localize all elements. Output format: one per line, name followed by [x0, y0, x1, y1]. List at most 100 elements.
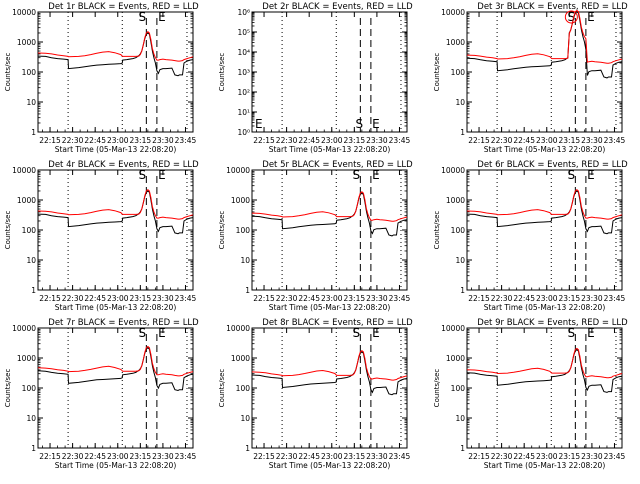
x-tick-label: 23:30: [366, 452, 388, 461]
panel-6: Det 6r BLACK = Events, RED = LLD 1 10 100 10…: [433, 160, 628, 312]
y-tick-label: 1000: [17, 196, 36, 205]
panel-9: Det 9r BLACK = Events, RED = LLD 1 10 100 10…: [433, 318, 628, 470]
x-tick-label: 23:00: [107, 136, 129, 145]
end-marker: E: [587, 326, 595, 340]
panel-title: Det 3r BLACK = Events, RED = LLD: [477, 2, 628, 12]
y-axis-label: Counts/sec: [433, 53, 441, 92]
x-tick-label: 22:30: [491, 136, 513, 145]
series-lld-line: [251, 191, 408, 222]
panel-4: Det 4r BLACK = Events, RED = LLD 1 10 100 10…: [4, 160, 199, 312]
x-axis-label: Start Time (05-Mar-13 22:08:20): [269, 303, 391, 312]
y-tick-label: 100: [451, 68, 466, 77]
end-marker-left: E: [255, 117, 263, 131]
x-tick-label: 23:30: [581, 136, 603, 145]
y-tick-label: 10⁵: [237, 28, 250, 37]
x-tick-label: 23:00: [536, 136, 558, 145]
y-tick-label: 100: [22, 68, 37, 77]
y-tick-label: 1: [31, 128, 36, 137]
x-tick-label: 22:15: [39, 136, 61, 145]
x-tick-label: 22:15: [253, 136, 275, 145]
panel-title: Det 8r BLACK = Events, RED = LLD: [262, 318, 413, 328]
start-marker: S: [353, 326, 361, 340]
y-axis-label: Counts/sec: [218, 53, 226, 92]
plot-frame: [466, 169, 623, 291]
x-tick-label: 23:15: [344, 452, 366, 461]
series-lld-line: [251, 349, 408, 381]
plot-frame: [251, 327, 408, 449]
y-tick-label: 100: [451, 384, 466, 393]
panel-2: Det 2r BLACK = Events, RED = LLD 10⁰ 10¹ 10…: [218, 2, 413, 154]
y-tick-label: 1: [460, 128, 465, 137]
y-tick-label: 10¹: [237, 108, 250, 117]
x-tick-label: 23:45: [604, 136, 626, 145]
series-events-line: [37, 190, 194, 235]
y-axis-label: Counts/sec: [4, 369, 12, 408]
x-tick-label: 23:00: [321, 136, 343, 145]
x-tick-label: 23:45: [175, 294, 197, 303]
x-tick-label: 23:45: [389, 136, 411, 145]
y-tick-label: 10000: [441, 8, 465, 17]
y-tick-label: 10: [26, 98, 36, 107]
y-tick-label: 10⁰: [237, 128, 250, 137]
y-tick-label: 1: [460, 286, 465, 295]
y-tick-label: 10: [26, 256, 36, 265]
x-tick-label: 23:30: [152, 294, 174, 303]
y-tick-label: 100: [236, 384, 251, 393]
x-axis-label: Start Time (05-Mar-13 22:08:20): [484, 145, 606, 154]
y-tick-label: 1000: [231, 196, 250, 205]
y-tick-label: 10000: [226, 324, 250, 333]
y-tick-label: 10: [455, 414, 465, 423]
start-marker: S: [139, 168, 147, 182]
x-tick-label: 22:45: [298, 294, 320, 303]
panel-1: Det 1r BLACK = Events, RED = LLD 1 10 100 10…: [4, 2, 199, 154]
start-marker: S: [353, 168, 361, 182]
series-events-line: [37, 32, 194, 77]
plot-frame: [466, 11, 623, 133]
end-marker: E: [158, 10, 166, 24]
series-lld-line: [37, 31, 194, 62]
x-tick-label: 22:30: [62, 452, 84, 461]
end-marker: E: [587, 10, 595, 24]
start-marker: S: [568, 10, 576, 24]
x-axis-label: Start Time (05-Mar-13 22:08:20): [55, 303, 177, 312]
x-tick-label: 23:00: [321, 294, 343, 303]
y-tick-label: 10: [240, 256, 250, 265]
x-tick-label: 22:15: [253, 452, 275, 461]
x-tick-label: 22:15: [39, 294, 61, 303]
x-tick-label: 23:00: [536, 452, 558, 461]
x-tick-label: 23:15: [344, 294, 366, 303]
y-axis-label: Counts/sec: [433, 211, 441, 250]
y-tick-label: 1: [245, 444, 250, 453]
x-axis-label: Start Time (05-Mar-13 22:08:20): [55, 461, 177, 470]
y-tick-label: 10000: [441, 324, 465, 333]
x-tick-label: 23:30: [366, 136, 388, 145]
panel-title: Det 4r BLACK = Events, RED = LLD: [48, 160, 199, 170]
panel-title: Det 2r BLACK = Events, RED = LLD: [262, 2, 413, 12]
x-tick-label: 22:30: [491, 452, 513, 461]
y-tick-label: 1: [31, 444, 36, 453]
y-tick-label: 100: [236, 226, 251, 235]
y-tick-label: 10000: [441, 166, 465, 175]
plot-frame: [251, 169, 408, 291]
y-axis-label: Counts/sec: [4, 53, 12, 92]
panel-title: Det 1r BLACK = Events, RED = LLD: [48, 2, 199, 12]
x-tick-label: 23:45: [604, 452, 626, 461]
plot-frame: [37, 169, 194, 291]
x-tick-label: 23:45: [389, 452, 411, 461]
y-tick-label: 10³: [237, 68, 250, 77]
y-axis-label: Counts/sec: [4, 211, 12, 250]
series-events-line: [251, 351, 408, 396]
x-tick-label: 23:45: [175, 452, 197, 461]
y-tick-label: 10: [455, 98, 465, 107]
y-tick-label: 1000: [17, 354, 36, 363]
y-axis-label: Counts/sec: [218, 369, 226, 408]
y-tick-label: 10⁶: [237, 8, 250, 17]
x-tick-label: 22:45: [84, 136, 106, 145]
x-tick-label: 23:00: [107, 294, 129, 303]
y-tick-label: 10000: [12, 324, 36, 333]
x-tick-label: 22:30: [276, 136, 298, 145]
y-tick-label: 10: [26, 414, 36, 423]
x-tick-label: 23:30: [152, 136, 174, 145]
series-lld-line: [466, 9, 623, 64]
